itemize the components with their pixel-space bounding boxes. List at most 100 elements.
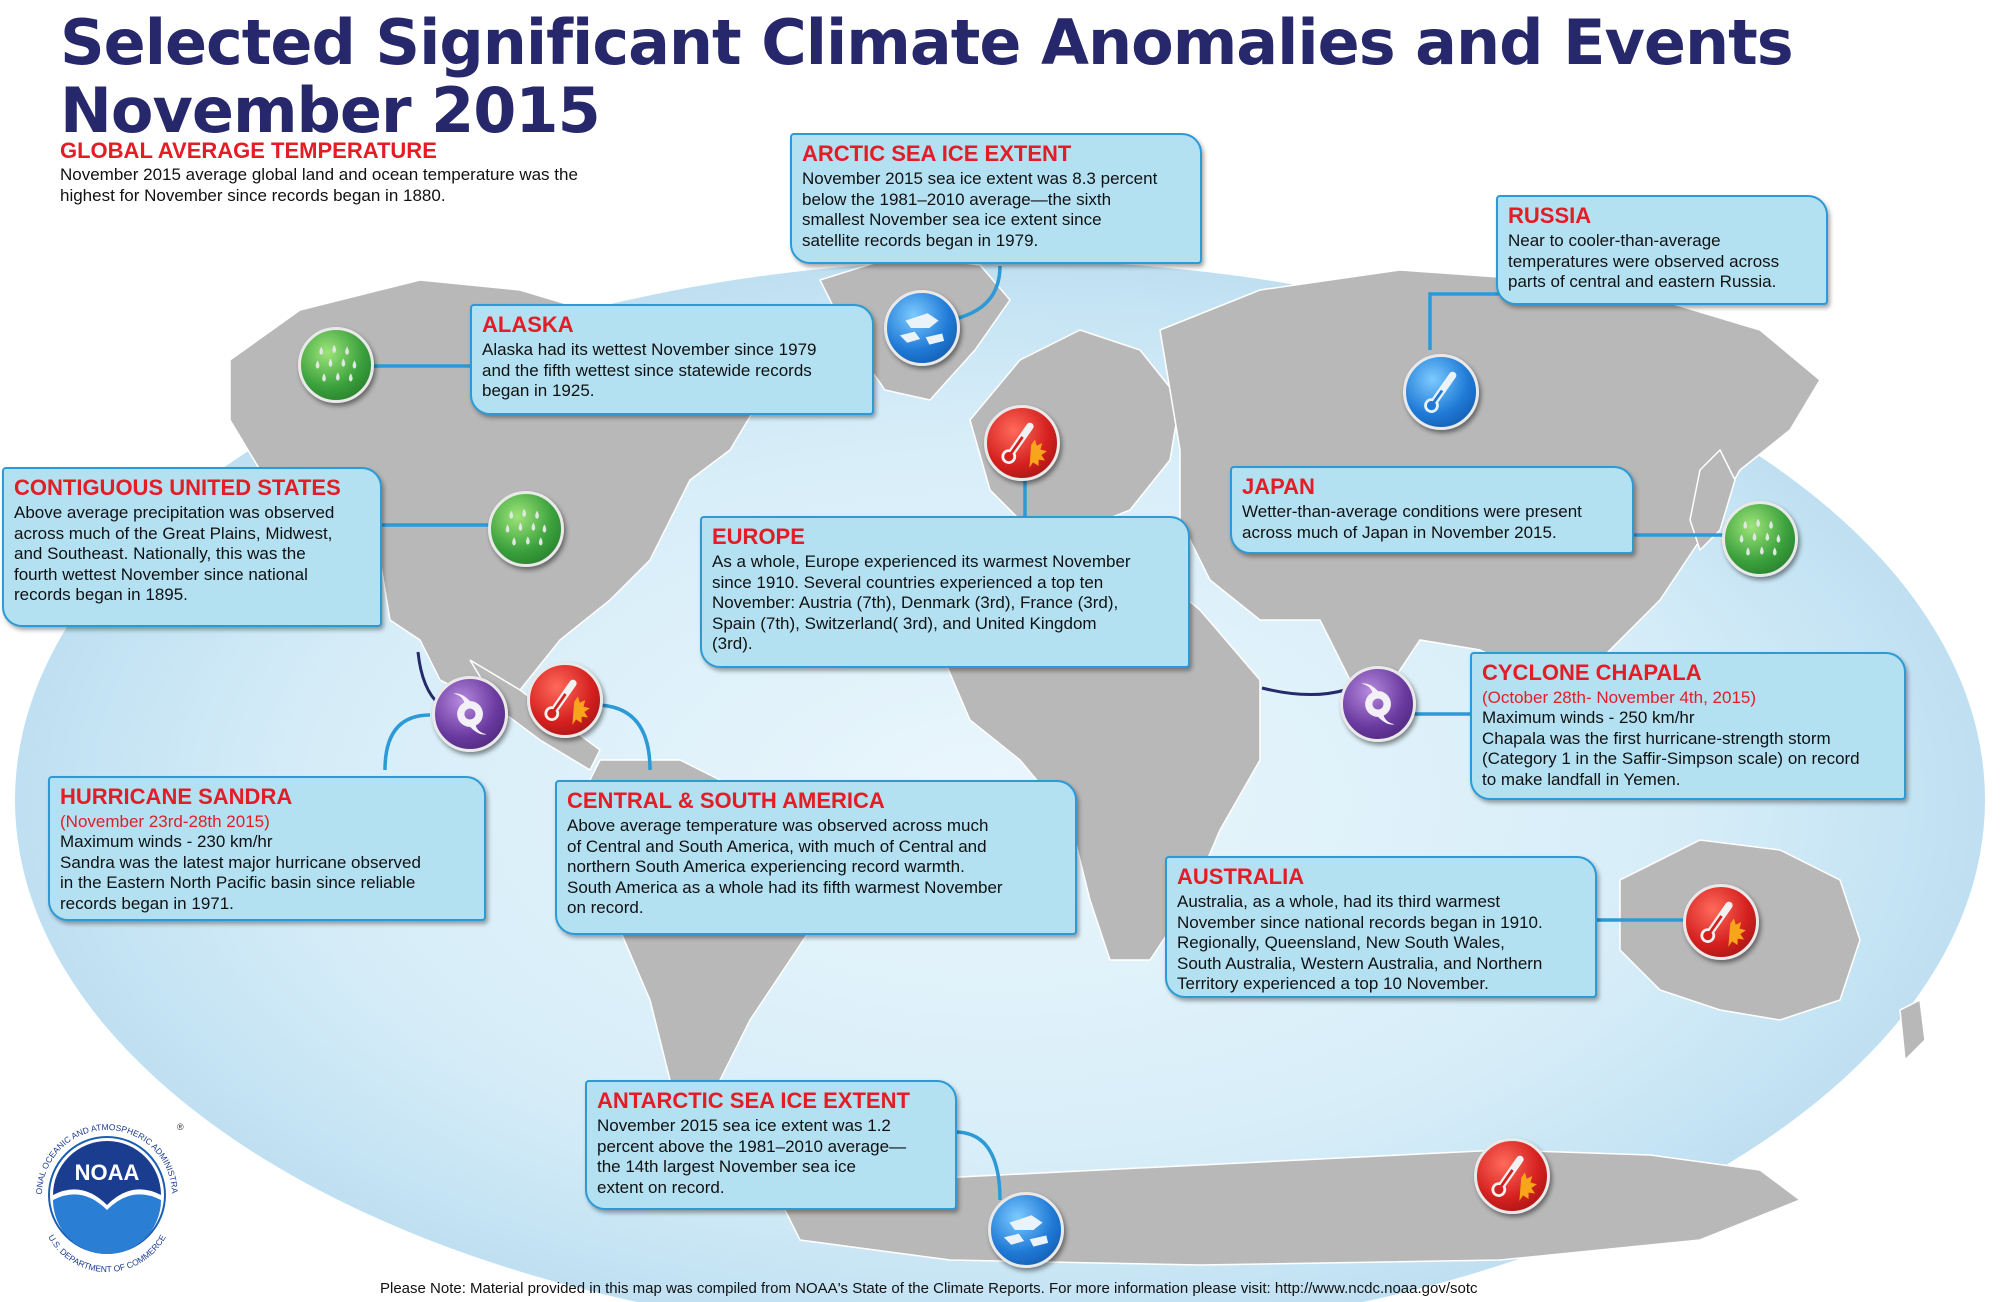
sandra-dates: (November 23rd-28th 2015) xyxy=(60,812,270,831)
sandra-heading: HURRICANE SANDRA xyxy=(60,784,293,809)
russia-body: Near to cooler-than-average temperatures… xyxy=(1508,231,1816,293)
connector-sandra xyxy=(383,713,431,771)
russia-heading: RUSSIA xyxy=(1508,203,1592,228)
alaska-box: ALASKA Alaska had its wettest November s… xyxy=(470,304,874,415)
australia-line: November since national records began in… xyxy=(1177,912,1543,932)
sea-ice-icon xyxy=(884,290,960,366)
japan-line: across much of Japan in November 2015. xyxy=(1242,522,1557,542)
csa-line: on record. xyxy=(567,898,644,917)
global-temp-line: was the highest for November since recor… xyxy=(60,165,578,205)
chapala-heading: CYCLONE CHAPALA xyxy=(1482,660,1702,685)
csa-heading: CENTRAL & SOUTH AMERICA xyxy=(567,788,885,813)
csa-line: South America as a whole had its fifth w… xyxy=(567,877,1003,897)
footer-note: Please Note: Material provided in this m… xyxy=(380,1280,1478,1297)
alaska-body: Alaska had its wettest November since 19… xyxy=(482,340,862,402)
thermometer-sun xyxy=(1001,422,1047,468)
europe-box: EUROPE As a whole, Europe experienced it… xyxy=(700,516,1190,668)
noaa-logo: NOAA NATIONAL OCEANIC AND ATMOSPHERIC AD… xyxy=(22,1110,184,1274)
rain-drops-icon xyxy=(298,327,374,403)
australia-line: Australia, as a whole, had its third war… xyxy=(1177,892,1501,911)
csa-line: northern South America experiencing reco… xyxy=(567,857,965,876)
japan-body: Wetter-than-average conditions were pres… xyxy=(1242,502,1622,543)
antarctic-heading: ANTARCTIC SEA ICE EXTENT xyxy=(597,1088,910,1113)
raindrops xyxy=(1739,518,1781,556)
chapala-line: to make landfall in Yemen. xyxy=(1482,769,1681,789)
heat-thermometer-icon xyxy=(984,405,1060,481)
antarctic-body: November 2015 sea ice extent was 1.2 per… xyxy=(597,1116,945,1198)
page-title: Selected Significant Climate Anomalies a… xyxy=(60,6,1794,79)
contiguous-us-box: CONTIGUOUS UNITED STATES Above average p… xyxy=(2,467,382,627)
chapala-line: Maximum winds - 250 km/hr xyxy=(1482,708,1695,727)
sandra-body: (November 23rd-28th 2015) Maximum winds … xyxy=(60,812,474,914)
alaska-line: and the fifth wettest since statewide re… xyxy=(482,360,812,380)
sea-ice-icon xyxy=(988,1192,1064,1268)
heat-thermometer-icon xyxy=(1683,884,1759,960)
sandra-line: records began in 1971. xyxy=(60,893,234,913)
heat-thermometer-icon xyxy=(1474,1138,1550,1214)
arctic-line: below the 1981–2010 average—the sixth xyxy=(802,189,1112,209)
japan-box: JAPAN Wetter-than-average conditions wer… xyxy=(1230,466,1634,554)
antarctic-line: November 2015 sea ice extent was 1.2 xyxy=(597,1116,891,1135)
contiguous-us-heading: CONTIGUOUS UNITED STATES xyxy=(14,475,341,500)
japan xyxy=(1689,448,1736,552)
thermometer-sun xyxy=(544,679,590,725)
arctic-sea-ice-box: ARCTIC SEA ICE EXTENT November 2015 sea … xyxy=(790,133,1202,264)
russia-line: temperatures were observed across xyxy=(1508,251,1780,271)
registered-mark: ® xyxy=(177,1122,184,1132)
page-subtitle-date: November 2015 xyxy=(60,74,601,147)
hurricane-symbol xyxy=(453,693,487,735)
australia-line: South Australia, Western Australia, and … xyxy=(1177,953,1543,973)
antarctic-line: extent on record. xyxy=(597,1177,725,1197)
new-zealand xyxy=(1899,998,1926,1062)
hurricane-icon xyxy=(432,676,508,752)
alaska-heading: ALASKA xyxy=(482,312,574,337)
logo-top xyxy=(53,1141,161,1205)
csa-line: of Central and South America, with much … xyxy=(567,836,987,856)
europe-line: November: Austria (7th), Denmark (3rd), … xyxy=(712,593,1119,612)
contiguous-us-line: Above average precipitation was observed xyxy=(14,503,335,522)
global-temp-line: November 2015 average global land and oc… xyxy=(60,165,515,184)
europe-line: Spain (7th), Switzerland( 3rd), and Unit… xyxy=(712,613,1097,633)
ice-floes xyxy=(899,313,945,345)
chapala-body: (October 28th- November 4th, 2015) Maxim… xyxy=(1482,688,1894,790)
antarctic-line: percent above the 1981–2010 average— xyxy=(597,1136,907,1156)
contiguous-us-line: and Southeast. Nationally, this was the xyxy=(14,544,306,563)
chapala-line: (Category 1 in the Saffir-Simpson scale)… xyxy=(1482,749,1860,768)
chapala-line: Chapala was the first hurricane-strength… xyxy=(1482,728,1831,748)
raindrops xyxy=(505,508,547,546)
antarctic-line: the 14th largest November sea ice xyxy=(597,1157,856,1176)
arctic-line: satellite records began in 1979. xyxy=(802,230,1039,250)
connector-antarctic xyxy=(954,1130,1002,1201)
csa-line: Above average temperature was observed a… xyxy=(567,816,989,835)
thermometer-sun xyxy=(1700,901,1746,947)
europe-heading: EUROPE xyxy=(712,524,805,549)
connector-csa xyxy=(594,703,652,771)
australia-box: AUSTRALIA Australia, as a whole, had its… xyxy=(1165,856,1597,998)
cyclone-chapala-box: CYCLONE CHAPALA (October 28th- November … xyxy=(1470,652,1906,800)
thermometer-sun xyxy=(1491,1155,1537,1201)
thermometer xyxy=(1424,371,1457,413)
connector-russia xyxy=(1428,292,1500,350)
australia-heading: AUSTRALIA xyxy=(1177,864,1305,889)
antarctic-sea-ice-box: ANTARCTIC SEA ICE EXTENT November 2015 s… xyxy=(585,1080,957,1210)
connector-arctic xyxy=(949,265,1002,322)
japan-line: Wetter-than-average conditions were pres… xyxy=(1242,502,1582,521)
russia-line: Near to cooler-than-average xyxy=(1508,231,1721,250)
europe-body: As a whole, Europe experienced its warme… xyxy=(712,552,1178,655)
chapala-dates: (October 28th- November 4th, 2015) xyxy=(1482,688,1757,707)
chapala-track xyxy=(1261,686,1346,696)
connectors xyxy=(370,265,1725,1201)
russia-line: parts of central and eastern Russia. xyxy=(1508,272,1777,291)
sandra-line: in the Eastern North Pacific basin since… xyxy=(60,873,416,892)
arctic-line: smallest November sea ice extent since xyxy=(802,210,1102,229)
csa-body: Above average temperature was observed a… xyxy=(567,816,1065,919)
rain-drops-icon xyxy=(1722,501,1798,577)
contiguous-us-body: Above average precipitation was observed… xyxy=(14,503,370,606)
australia-line: Territory experienced a top 10 November. xyxy=(1177,974,1489,993)
australia-line: Regionally, Queensland, New South Wales, xyxy=(1177,933,1505,952)
alaska-line: began in 1925. xyxy=(482,381,595,400)
europe-line: As a whole, Europe experienced its warme… xyxy=(712,552,1131,571)
arctic-body: November 2015 sea ice extent was 8.3 per… xyxy=(802,169,1190,251)
logo-text: NOAA xyxy=(75,1160,140,1185)
russia-box: RUSSIA Near to cooler-than-average tempe… xyxy=(1496,195,1828,305)
